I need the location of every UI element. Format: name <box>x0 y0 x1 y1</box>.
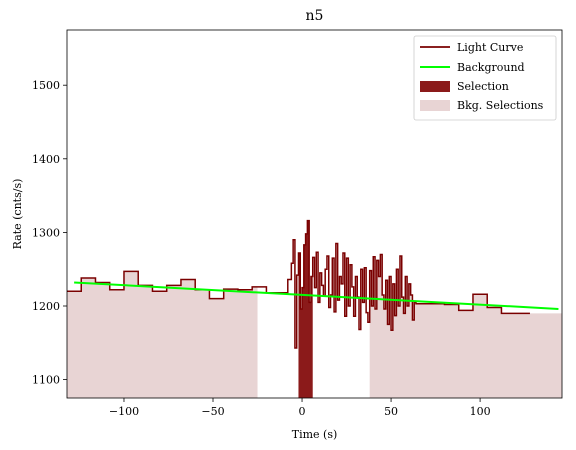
x-axis: −100 −50 0 50 100 <box>109 398 491 418</box>
y-axis: 1100 1200 1300 1400 1500 <box>32 79 67 387</box>
y-tick-label: 1100 <box>32 374 60 387</box>
legend-label-bkg-selections: Bkg. Selections <box>457 99 544 112</box>
plot-frame <box>66 29 563 399</box>
bkg-selection-layer <box>67 254 562 398</box>
bkg-selection-region <box>67 271 258 398</box>
legend-label-selection: Selection <box>457 80 509 93</box>
x-tick-label: 50 <box>384 405 398 418</box>
x-tick-label: −50 <box>201 405 224 418</box>
y-tick-label: 1500 <box>32 79 60 92</box>
y-tick-label: 1200 <box>32 300 60 313</box>
background-line <box>74 281 559 310</box>
x-tick-label: −100 <box>109 405 139 418</box>
bkg-selection-region <box>369 254 562 398</box>
light-curve-line <box>67 219 530 349</box>
legend-label-light-curve: Light Curve <box>457 41 523 54</box>
x-tick-label: 0 <box>299 405 306 418</box>
y-tick-label: 1400 <box>32 153 60 166</box>
x-tick-label: 100 <box>470 405 491 418</box>
y-tick-label: 1300 <box>32 226 60 239</box>
legend-label-background: Background <box>457 61 525 74</box>
chart-title: n5 <box>306 8 324 24</box>
legend-box <box>413 35 557 121</box>
x-axis-label: Time (s) <box>292 428 338 441</box>
y-axis-label: Rate (cnts/s) <box>11 179 24 250</box>
legend-swatch-selection <box>420 81 450 92</box>
legend: Light Curve Background Selection Bkg. Se… <box>413 35 557 121</box>
legend-swatch-bkg-selections <box>420 100 450 111</box>
